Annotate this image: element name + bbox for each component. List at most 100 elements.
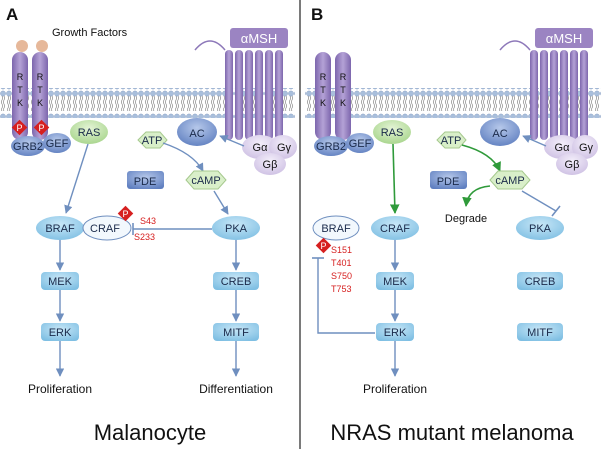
svg-text:cAMP: cAMP [495,175,524,187]
rtk-phospho-a: P P [11,119,50,136]
braf-site-t401: T401 [331,258,352,268]
svg-text:AC: AC [189,128,204,140]
svg-text:BRAF: BRAF [321,223,351,235]
braf-site-s750: S750 [331,271,352,281]
braf-site-s151: S151 [331,245,352,255]
svg-text:GRB2: GRB2 [316,141,346,153]
camp-node-a [185,170,227,190]
svg-text:αMSH: αMSH [546,31,582,46]
svg-text:RAS: RAS [78,127,101,139]
svg-text:P: P [122,209,128,219]
svg-text:T: T [17,85,23,95]
caption-a: Malanocyte [94,420,207,445]
svg-text:AC: AC [492,128,507,140]
mitf-node-b [517,323,563,341]
braf-site-t753: T753 [331,284,352,294]
svg-text:ATP: ATP [441,135,462,147]
svg-text:K: K [17,98,23,108]
svg-text:BRAF: BRAF [45,223,75,235]
svg-text:K: K [320,98,326,108]
braf-node-a [36,216,84,240]
svg-text:ATP: ATP [142,135,163,147]
pka-node-b [516,216,564,240]
craf-phospho-a [117,205,134,222]
svg-text:MEK: MEK [383,276,408,288]
rtk-receptor-a: R T K R T K [12,52,48,140]
braf-node-b [312,215,360,241]
g-protein-b: Gα Gγ Gβ [544,135,598,175]
panel-a: A Growth Factors R T K R T K P P GRB2 [0,5,297,445]
svg-text:GRB2: GRB2 [13,141,43,153]
svg-text:GEF: GEF [349,138,372,150]
svg-text:RAS: RAS [381,127,404,139]
craf-node-a [82,215,132,241]
growth-factors-label: Growth Factors [52,27,128,39]
craf-site-s233: S233 [134,232,155,242]
craf-node-b [371,216,419,240]
mek-node-b [376,272,414,290]
svg-text:αMSH: αMSH [241,31,277,46]
svg-text:T: T [37,85,43,95]
ac-node-a [177,118,217,146]
growth-factor-ball-2 [36,40,48,52]
gpcr-receptor-a: αMSH [194,28,288,140]
svg-text:MITF: MITF [527,327,553,339]
svg-text:P: P [16,123,22,133]
atp-node-a [137,131,168,149]
svg-text:cAMP: cAMP [191,175,220,187]
gef-node-b [346,133,374,153]
degrade-label: Degrade [445,213,487,225]
svg-text:CRAF: CRAF [380,223,410,235]
svg-text:PKA: PKA [529,223,552,235]
panel-b-letter: B [311,5,323,24]
svg-text:R: R [17,72,24,82]
svg-text:T: T [320,85,326,95]
erk-feedback-braf [317,258,375,334]
svg-text:CRAF: CRAF [90,223,120,235]
svg-text:Gα: Gα [555,142,571,154]
erk-node-b [376,323,414,341]
proliferation-label-a: Proliferation [28,382,92,396]
svg-text:MITF: MITF [223,327,249,339]
atp-node-b [436,131,467,149]
svg-text:Gγ: Gγ [579,142,594,154]
svg-text:K: K [37,98,43,108]
svg-text:PKA: PKA [225,223,248,235]
creb-node-b [517,272,563,290]
pde-node-b [430,171,467,189]
grb2-node-b [314,136,348,156]
ras-node-b [373,120,411,144]
braf-phospho-b [315,237,332,254]
svg-text:PDE: PDE [134,176,157,188]
growth-factor-ball-1 [16,40,28,52]
svg-text:Gβ: Gβ [263,159,278,171]
svg-text:CREB: CREB [525,276,556,288]
svg-text:Gγ: Gγ [277,142,292,154]
svg-text:P: P [38,123,44,133]
mek-node-a [41,272,79,290]
grb2-node-a [11,136,45,156]
panel-a-letter: A [6,5,18,24]
amsh-box-b [535,28,593,48]
camp-node-b [489,170,531,190]
svg-text:R: R [37,72,44,82]
ac-node-b [480,118,520,146]
gef-node-a [43,133,71,153]
svg-text:MEK: MEK [48,276,73,288]
differentiation-label-a: Differentiation [199,382,273,396]
gpcr-receptor-b: αMSH [499,28,593,140]
svg-text:T: T [340,85,346,95]
g-protein-a: Gα Gγ Gβ [242,135,297,175]
amsh-box-a [230,28,288,48]
pka-node-a [212,216,260,240]
svg-text:R: R [340,72,347,82]
svg-text:GEF: GEF [46,138,69,150]
svg-text:R: R [320,72,327,82]
pde-node-a [127,171,164,189]
svg-text:ERK: ERK [49,327,72,339]
svg-text:Gβ: Gβ [565,159,580,171]
panel-b: B R T K R T K GRB2 GEF RAS [305,5,601,445]
svg-text:PDE: PDE [437,176,460,188]
rtk-receptor-b: R T K R T K [315,52,351,140]
